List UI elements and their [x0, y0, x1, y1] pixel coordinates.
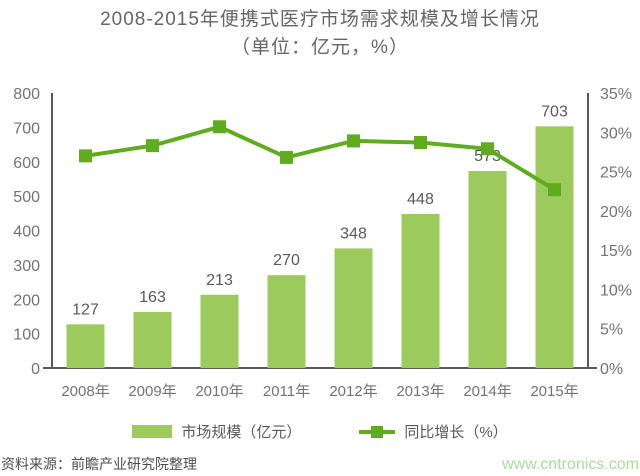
- bar: [66, 324, 105, 368]
- right-axis-tick-label: 15%: [600, 243, 632, 260]
- bar-value-label: 448: [407, 191, 434, 208]
- right-axis-tick-label: 20%: [600, 204, 632, 221]
- left-axis-tick-label: 0: [31, 361, 40, 378]
- right-axis-tick-label: 30%: [600, 125, 632, 142]
- bar: [535, 126, 574, 368]
- x-tick-label: 2011年: [263, 383, 310, 400]
- right-axis-tick-label: 10%: [600, 282, 632, 299]
- legend-label-growth: 同比增长（%）: [404, 424, 508, 441]
- bar-value-label: 213: [206, 272, 233, 289]
- bar-value-label: 270: [273, 252, 300, 269]
- right-axis-tick-label: 35%: [600, 86, 632, 103]
- chart-legend: 市场规模（亿元） 同比增长（%）: [0, 421, 640, 442]
- chart-title: 2008-2015年便携式医疗市场需求规模及增长情况: [100, 9, 540, 30]
- chart-subtitle: （单位：亿元，%）: [231, 37, 409, 58]
- x-tick-label: 2014年: [463, 383, 511, 400]
- legend-item-growth: 同比增长（%）: [359, 421, 508, 442]
- growth-marker: [548, 183, 561, 197]
- left-axis-tick-label: 700: [13, 120, 40, 137]
- legend-label-market-size: 市场规模（亿元）: [181, 424, 302, 441]
- right-axis-tick-label: 5%: [600, 322, 623, 339]
- right-axis-tick-label: 25%: [600, 165, 632, 182]
- left-axis-tick-label: 300: [13, 258, 40, 275]
- bar-value-label: 127: [72, 301, 99, 318]
- growth-marker: [79, 149, 92, 163]
- line-series-swatch: [359, 425, 396, 438]
- bar-value-label: 703: [541, 103, 568, 120]
- bar: [334, 248, 373, 368]
- x-tick-label: 2010年: [195, 383, 243, 400]
- website-watermark: www.cntronics.com: [502, 456, 639, 473]
- left-axis-tick-label: 100: [13, 327, 40, 344]
- bar: [200, 294, 239, 368]
- line-marker-swatch: [371, 425, 384, 438]
- x-tick-label: 2012年: [329, 383, 377, 400]
- left-axis-tick-label: 600: [13, 155, 40, 172]
- chart-footer: 资料来源：前瞻产业研究院整理 www.cntronics.com: [0, 454, 639, 474]
- growth-marker: [280, 150, 293, 164]
- left-axis-tick-label: 500: [13, 189, 40, 206]
- x-tick-label: 2013年: [396, 383, 444, 400]
- bar-series-swatch: [132, 425, 173, 438]
- growth-marker: [414, 136, 427, 149]
- growth-marker: [347, 134, 360, 148]
- bar-value-label: 348: [340, 225, 367, 242]
- left-axis-tick-label: 800: [13, 86, 40, 103]
- growth-marker: [146, 139, 159, 153]
- legend-item-market-size: 市场规模（亿元）: [132, 421, 301, 442]
- source-note: 资料来源：前瞻产业研究院整理: [1, 456, 197, 472]
- x-tick-label: 2008年: [61, 383, 109, 400]
- bar: [468, 171, 507, 368]
- growth-marker: [481, 142, 494, 156]
- left-axis-tick-label: 400: [13, 224, 40, 241]
- bar: [133, 311, 172, 368]
- x-tick-label: 2015年: [530, 383, 578, 400]
- growth-line: [85, 124, 556, 192]
- bar: [267, 275, 306, 368]
- bar: [401, 214, 440, 368]
- right-axis-tick-label: 0%: [600, 361, 623, 378]
- bar-value-label: 163: [139, 289, 166, 306]
- x-tick-label: 2009年: [128, 383, 176, 400]
- left-axis-tick-label: 200: [13, 292, 40, 309]
- growth-marker: [213, 120, 226, 134]
